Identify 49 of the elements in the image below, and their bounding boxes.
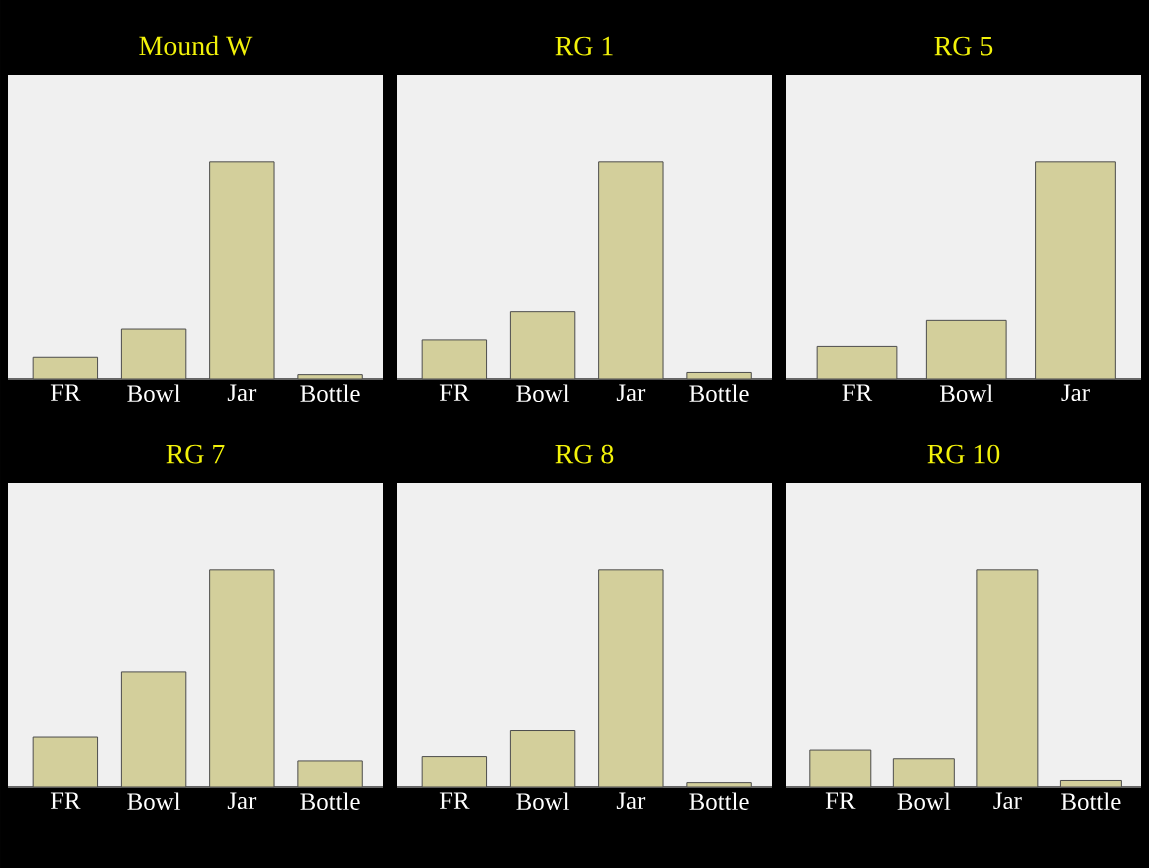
- bar: [686, 782, 752, 788]
- x-tick-label: FR: [825, 792, 856, 809]
- x-tick-label: Bowl: [939, 384, 993, 403]
- chart-title: Mound W: [139, 35, 253, 56]
- x-tick-label: Bowl: [516, 384, 570, 403]
- chart-title: RG 7: [166, 444, 225, 464]
- bar: [598, 569, 664, 788]
- x-tick-label: Bowl: [127, 792, 181, 811]
- bar: [421, 756, 488, 788]
- bar: [1059, 779, 1122, 788]
- x-tick-label: Bottle: [300, 384, 360, 403]
- x-tick-label: Jar: [227, 384, 257, 402]
- x-tick-label: Bottle: [689, 792, 749, 811]
- x-tick-label: FR: [842, 384, 873, 401]
- x-tick-label: Jar: [616, 384, 646, 402]
- chart-title: RG 10: [927, 444, 1000, 464]
- bar: [421, 339, 488, 380]
- x-tick-label: Bottle: [689, 384, 749, 403]
- chart-title: RG 5: [934, 36, 993, 56]
- x-tick-label: Jar: [1061, 384, 1090, 402]
- x-tick-label: Jar: [616, 792, 646, 810]
- bar: [120, 328, 187, 380]
- bar: [598, 161, 664, 380]
- bar: [509, 730, 576, 788]
- chart-title: RG 8: [555, 444, 614, 464]
- bar: [297, 374, 363, 380]
- bar: [32, 736, 99, 788]
- x-tick-label: FR: [439, 792, 470, 809]
- chart-title: RG 1: [555, 36, 613, 56]
- x-tick-label: FR: [50, 792, 81, 809]
- x-tick-label: FR: [50, 384, 81, 401]
- x-tick-label: Bottle: [1061, 792, 1121, 811]
- bar: [809, 749, 872, 788]
- bar: [509, 311, 576, 380]
- x-tick-label: FR: [439, 384, 470, 401]
- x-tick-label: Bowl: [516, 792, 570, 811]
- bar: [892, 758, 955, 788]
- x-tick-label: Jar: [993, 792, 1022, 810]
- bar: [976, 569, 1039, 788]
- x-tick-label: Bottle: [300, 792, 360, 811]
- x-tick-label: Jar: [227, 792, 257, 810]
- bar: [297, 760, 363, 788]
- bar: [32, 356, 99, 380]
- bar: [209, 569, 275, 788]
- bar: [120, 671, 187, 788]
- bar: [209, 161, 275, 380]
- x-tick-label: Bowl: [897, 792, 951, 811]
- bar: [686, 371, 752, 380]
- x-tick-label: Bowl: [127, 384, 181, 403]
